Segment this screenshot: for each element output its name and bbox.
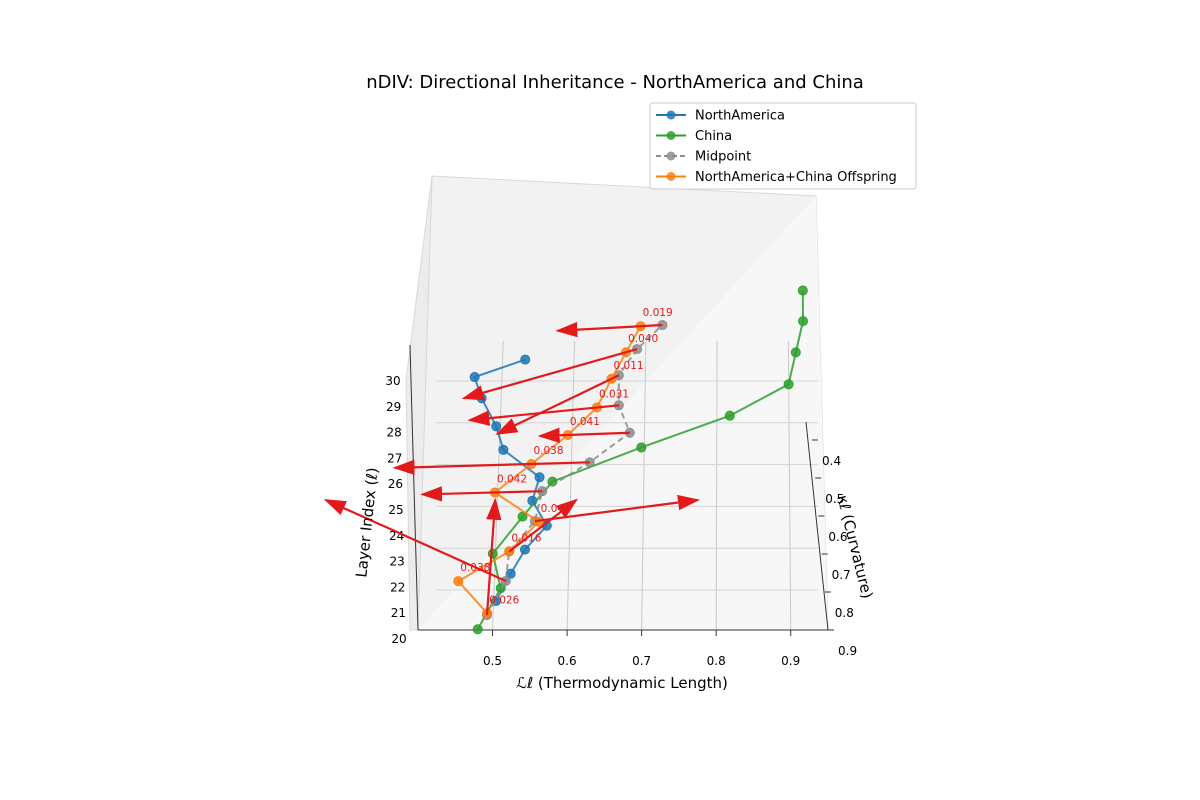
series-point — [472, 624, 483, 635]
inheritance-arrow — [461, 348, 638, 401]
legend-label: NorthAmerica+China Offspring — [695, 170, 897, 185]
legend-label: Midpoint — [695, 150, 751, 165]
divergence-annotation: 0.042 — [497, 473, 527, 485]
inheritance-arrow — [508, 498, 579, 553]
series-point — [520, 354, 531, 365]
legend-box — [649, 102, 917, 190]
series-point — [498, 444, 509, 455]
series-point — [469, 372, 480, 383]
annotations: 0.019 0.040 0.011 0.031 0.041 0.038 0.042 0.045… — [460, 307, 672, 606]
y-axis-line — [805, 421, 829, 631]
z-tick-label: 24 — [389, 529, 404, 543]
x-tick-label: 0.5 — [483, 654, 502, 668]
divergence-annotation: 0.038 — [533, 445, 563, 457]
x-tick-label: 0.6 — [558, 654, 577, 668]
series-point — [798, 316, 809, 327]
inheritance-arrow — [534, 494, 700, 523]
series-point — [783, 379, 794, 390]
series-point — [519, 544, 530, 555]
z-tick-label: 30 — [385, 374, 400, 388]
series-point — [797, 285, 808, 296]
series-point — [487, 548, 498, 559]
divergence-annotation: 0.031 — [599, 388, 629, 400]
legend-marker — [666, 151, 676, 161]
x-tick-label: 0.8 — [707, 654, 726, 668]
y-tick-label: 0.5 — [825, 492, 844, 506]
inheritance-arrows — [323, 321, 700, 616]
x-axis-label: ℒℓ (Thermodynamic Length) — [516, 674, 728, 692]
y-tick-label: 0.9 — [838, 644, 857, 658]
inheritance-arrow — [467, 404, 619, 426]
legend-label: NorthAmerica — [695, 109, 785, 124]
y-axis-label: κℓ (Curvature) — [833, 493, 876, 600]
divergence-annotation: 0.038 — [460, 562, 490, 574]
legend-marker — [666, 131, 676, 140]
z-tick-label: 21 — [391, 606, 406, 620]
inheritance-arrow — [420, 486, 543, 502]
inheritance-arrow — [485, 497, 502, 616]
series-point — [636, 442, 647, 453]
series-point — [790, 347, 801, 358]
y-tick-label: 0.6 — [828, 530, 847, 544]
y-tick-label: 0.7 — [832, 568, 851, 582]
axes — [409, 344, 829, 631]
divergence-annotation: 0.019 — [643, 307, 673, 319]
series-point — [491, 421, 502, 432]
x-tick-label: 0.7 — [632, 654, 651, 668]
x-gridline — [492, 340, 504, 631]
divergence-annotation: 0.011 — [614, 360, 644, 372]
x-gridline — [641, 340, 647, 631]
z-tick-label: 20 — [391, 632, 406, 646]
series-point — [505, 568, 516, 579]
x-tick-label: 0.9 — [781, 654, 800, 668]
legend-marker — [666, 110, 676, 120]
inheritance-arrow — [392, 459, 590, 476]
inheritance-arrow — [495, 374, 620, 435]
z-tick-label: 29 — [386, 400, 401, 414]
series-point — [724, 410, 735, 421]
z-tick-label: 23 — [390, 555, 405, 569]
z-tick-label: 27 — [387, 451, 402, 465]
divergence-annotation: 0.016 — [511, 532, 541, 544]
legend-label: China — [695, 129, 732, 144]
divergence-annotation: 0.045 — [541, 503, 571, 515]
z-tick-label: 26 — [388, 477, 403, 491]
divergence-annotation: 0.041 — [570, 416, 600, 428]
series-point — [534, 472, 545, 483]
floor-pane — [418, 196, 828, 630]
divergence-annotation: 0.040 — [628, 333, 658, 345]
tick-labels: 0.5 0.6 0.7 0.8 0.9 0.4 0.5 0.6 0.7 0.8 0.9 20 21 22 2… — [385, 374, 857, 668]
z-axis-line — [409, 344, 419, 631]
y-tick-label: 0.8 — [835, 606, 854, 620]
inheritance-arrow — [537, 427, 630, 444]
legend-marker — [666, 172, 676, 181]
z-tick-label: 25 — [388, 503, 403, 517]
inheritance-arrow — [555, 321, 663, 338]
x-gridline — [715, 340, 718, 631]
divergence-annotation: 0.026 — [489, 594, 519, 606]
series-point — [453, 576, 464, 587]
inheritance-arrow — [323, 498, 507, 582]
z-tick-label: 28 — [387, 426, 402, 440]
z-tick-label: 22 — [390, 580, 405, 594]
x-gridline — [566, 340, 576, 631]
y-tick-label: 0.4 — [822, 454, 841, 468]
legend: NorthAmerica China Midpoint NorthAmerica+Ch… — [649, 102, 917, 190]
chart-title: nDIV: Directional Inheritance - NorthAme… — [366, 72, 864, 93]
